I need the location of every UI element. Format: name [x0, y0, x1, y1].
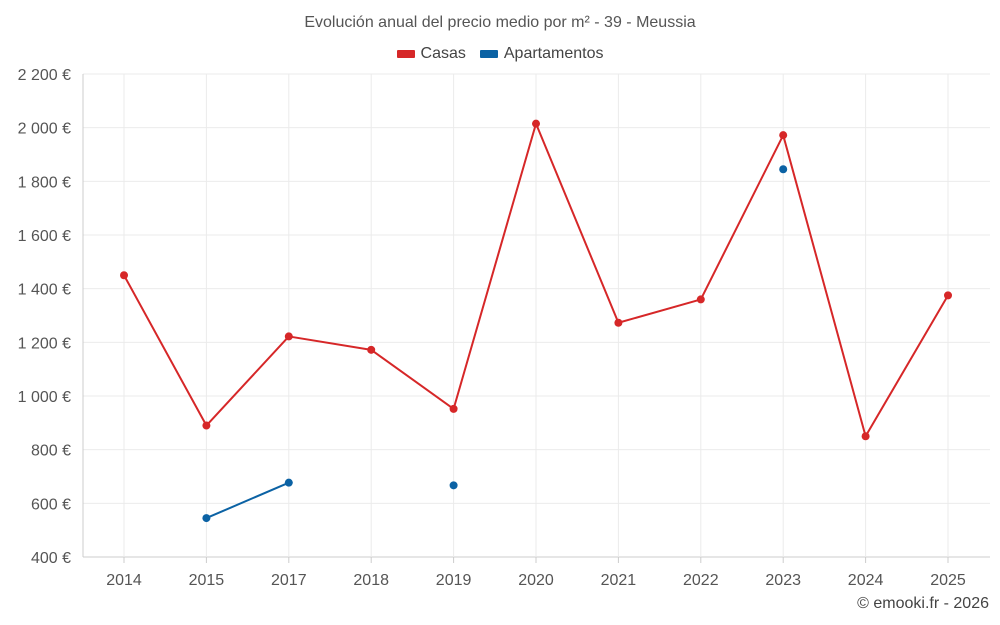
- x-tick-label: 2024: [848, 572, 884, 589]
- y-tick-label: 1 000 €: [18, 389, 71, 406]
- data-point-casas: [779, 131, 788, 140]
- x-tick-label: 2023: [765, 572, 801, 589]
- data-point-casas: [944, 291, 952, 300]
- x-tick-label: 2022: [683, 572, 719, 589]
- data-point-apartamentos: [779, 165, 788, 174]
- legend-item-apartamentos[interactable]: Apartamentos: [479, 45, 604, 63]
- y-tick-label: 1 800 €: [18, 174, 71, 191]
- chart-legend: Casas Apartamentos: [0, 45, 1000, 63]
- y-tick-label: 2 000 €: [18, 121, 71, 138]
- x-tick-label: 2014: [106, 572, 142, 589]
- y-tick-label: 1 200 €: [18, 335, 71, 352]
- copyright-text: © emooki.fr - 2026: [857, 595, 989, 612]
- x-tick-label: 2015: [189, 572, 225, 589]
- chart-title: Evolución anual del precio medio por m² …: [304, 14, 696, 31]
- data-point-apartamentos: [284, 478, 293, 487]
- data-point-casas: [614, 318, 623, 327]
- legend-label-apartamentos: Apartamentos: [503, 45, 604, 62]
- y-tick-label: 1 600 €: [18, 228, 71, 245]
- legend-swatch-apartamentos: [479, 50, 498, 58]
- legend-swatch-casas: [396, 50, 415, 58]
- data-point-casas: [449, 404, 458, 413]
- legend-item-casas[interactable]: Casas: [396, 45, 466, 63]
- series-line-apartamentos: [206, 481, 290, 520]
- data-point-casas: [532, 119, 540, 128]
- data-point-casas: [696, 295, 705, 304]
- y-tick-label: 1 400 €: [18, 282, 71, 299]
- y-tick-label: 800 €: [31, 443, 71, 460]
- y-tick-label: 600 €: [31, 496, 71, 513]
- data-point-casas: [367, 345, 376, 354]
- x-tick-label: 2018: [353, 572, 389, 589]
- x-tick-label: 2019: [436, 572, 472, 589]
- x-tick-label: 2025: [930, 572, 966, 589]
- data-point-casas: [202, 421, 211, 430]
- data-point-casas: [284, 332, 293, 341]
- data-point-apartamentos: [449, 481, 458, 490]
- x-tick-label: 2021: [601, 572, 637, 589]
- data-point-casas: [120, 271, 128, 280]
- y-tick-label: 2 200 €: [18, 67, 71, 84]
- data-point-casas: [861, 432, 870, 441]
- legend-label-casas: Casas: [420, 45, 466, 62]
- y-tick-label: 400 €: [31, 550, 71, 567]
- data-point-apartamentos: [202, 514, 211, 523]
- x-tick-label: 2020: [518, 572, 554, 589]
- x-tick-label: 2017: [271, 572, 307, 589]
